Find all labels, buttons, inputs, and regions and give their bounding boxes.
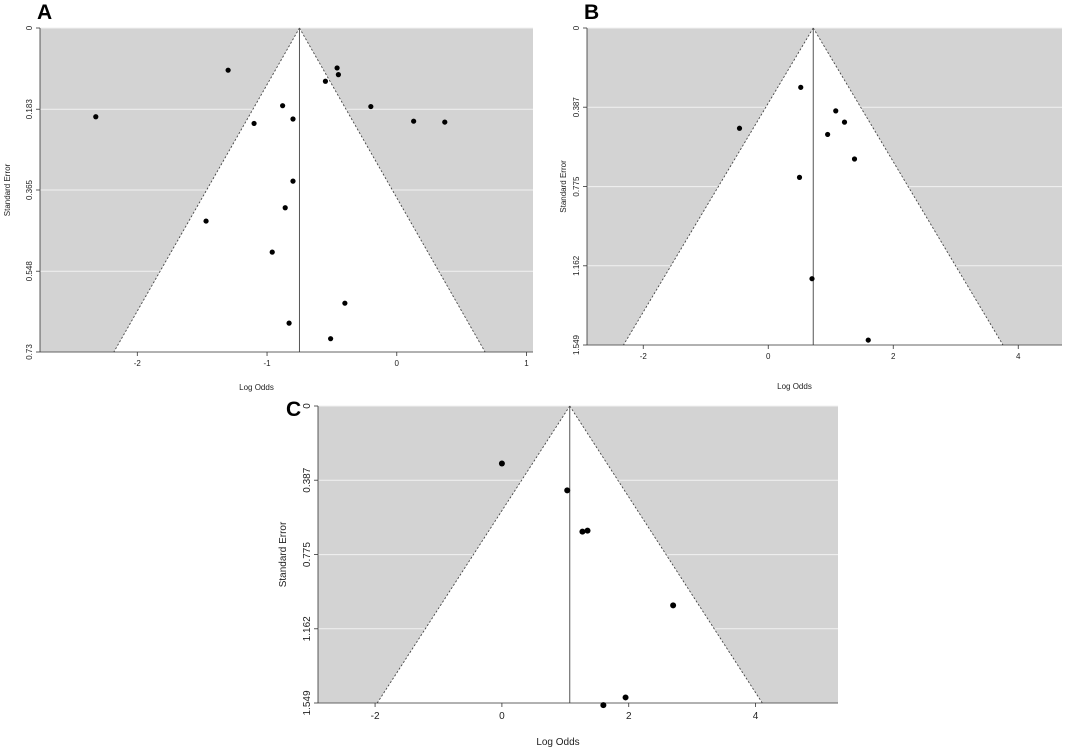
y-tick-label: 0	[302, 403, 313, 409]
study-point	[335, 72, 341, 78]
y-axis-label: Standard Error	[3, 163, 12, 216]
panel-letter-c: C	[286, 398, 302, 421]
study-point	[322, 78, 329, 84]
y-tick-label: 1.162	[302, 616, 313, 641]
y-axis-label: Standard Error	[559, 160, 568, 213]
study-point	[342, 300, 348, 306]
study-point	[290, 116, 296, 122]
study-point	[851, 156, 858, 162]
x-tick-label: 0	[395, 359, 400, 368]
study-point	[251, 120, 257, 127]
study-point	[600, 702, 607, 709]
x-tick-label: 4	[753, 711, 759, 722]
y-tick-label: 0.73	[25, 344, 34, 360]
y-tick-label: 0	[572, 25, 581, 30]
x-tick-label: -2	[640, 352, 648, 361]
study-point	[442, 119, 448, 125]
study-point	[584, 527, 591, 534]
study-point	[796, 174, 803, 180]
study-point	[798, 84, 804, 90]
study-point	[269, 249, 275, 255]
x-tick-label: 1	[524, 359, 529, 368]
x-tick-label: -2	[134, 359, 142, 368]
study-point	[280, 103, 286, 109]
study-point	[290, 178, 296, 184]
y-tick-label: 0	[25, 25, 34, 30]
y-tick-label: 1.549	[572, 334, 581, 355]
x-tick-label: 0	[766, 352, 771, 361]
y-tick-label: 0.775	[572, 176, 581, 197]
study-point	[411, 118, 417, 124]
y-tick-label: 1.162	[572, 255, 581, 276]
y-axis-label: Standard Error	[278, 521, 289, 587]
study-point	[670, 602, 677, 609]
funnel-right-boundary	[812, 27, 1004, 346]
y-tick-label: 0.183	[25, 99, 34, 120]
x-axis-label: Log Odds	[239, 383, 274, 392]
panel-letter-a: A	[37, 1, 53, 24]
x-axis-label: Log Odds	[777, 382, 812, 391]
y-tick-label: 0.387	[302, 467, 313, 492]
funnel-right-boundary	[569, 405, 763, 704]
study-point	[328, 336, 334, 342]
x-axis-label: Log Odds	[536, 737, 579, 748]
y-tick-label: 0.387	[572, 97, 581, 118]
y-tick-label: 0.548	[25, 261, 34, 282]
y-tick-label: 0.365	[25, 179, 34, 200]
funnel-left-boundary	[623, 27, 814, 346]
x-tick-label: 2	[626, 711, 632, 722]
study-point	[334, 65, 340, 71]
study-point	[203, 218, 209, 224]
study-point	[825, 131, 831, 138]
x-tick-label: 0	[499, 711, 505, 722]
x-tick-label: -1	[263, 359, 271, 368]
x-tick-label: 2	[891, 352, 896, 361]
study-point	[225, 67, 231, 73]
y-tick-label: 0.775	[302, 542, 313, 567]
study-point	[564, 487, 571, 494]
study-point	[93, 114, 99, 120]
study-point	[579, 528, 586, 535]
study-point	[622, 694, 629, 701]
study-point	[498, 460, 505, 467]
study-point	[833, 108, 839, 114]
panel-letter-b: B	[584, 1, 600, 24]
study-point	[368, 103, 374, 110]
y-tick-label: 1.549	[302, 690, 313, 715]
study-point	[736, 125, 743, 131]
study-point	[809, 276, 815, 282]
x-tick-label: -2	[371, 711, 380, 722]
study-point	[865, 337, 871, 343]
study-point	[282, 205, 288, 211]
funnel-left-boundary	[376, 405, 571, 704]
x-tick-label: 4	[1016, 352, 1021, 361]
study-point	[286, 320, 292, 326]
study-point	[841, 119, 848, 125]
